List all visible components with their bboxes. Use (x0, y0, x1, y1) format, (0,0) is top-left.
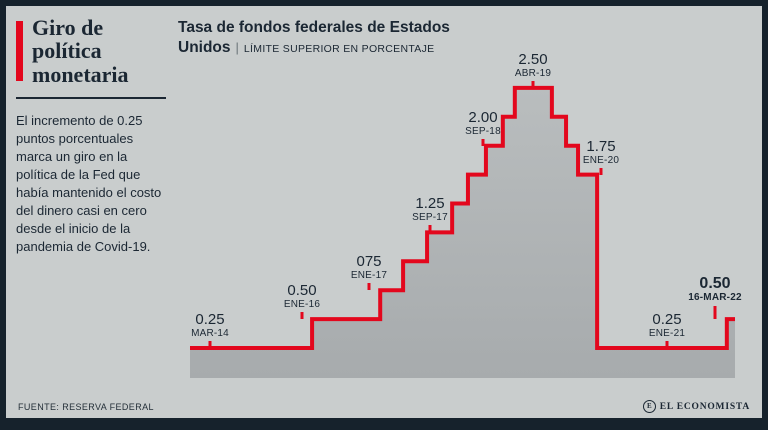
headline-block: Giro de política monetaria (16, 16, 170, 86)
infographic-inner: 0.25 MAR-14 0.50 ENE-16 075 ENE-17 1.25 SEP-17 2… (6, 6, 762, 418)
title-separator: | (235, 40, 239, 56)
chart-area-fill (190, 87, 735, 379)
chart-title-line2-text: Unidos (178, 39, 231, 57)
chart-header: Tasa de fondos federales de Estados Unid… (178, 18, 608, 58)
chart-title-line2: Unidos | LÍMITE SUPERIOR EN PORCENTAJE (178, 38, 608, 58)
accent-bar (16, 21, 23, 81)
description-text: El incremento de 0.25 puntos porcentuale… (16, 112, 162, 254)
publisher-brand: E EL ECONOMISTA (642, 400, 750, 413)
publisher-name: EL ECONOMISTA (659, 401, 750, 412)
publisher-logo-icon: E (642, 400, 656, 413)
chart-title-line1: Tasa de fondos federales de Estados (178, 19, 450, 36)
title-divider (16, 96, 166, 99)
chart-subtitle: LÍMITE SUPERIOR EN PORCENTAJE (243, 43, 435, 56)
page-title: Giro de política monetaria (32, 15, 129, 87)
sidebar: Giro de política monetaria El incremento… (16, 16, 170, 255)
step-chart (190, 85, 735, 379)
source-credit: FUENTE: RESERVA FEDERAL (18, 402, 154, 412)
chart-step-line (190, 85, 735, 350)
